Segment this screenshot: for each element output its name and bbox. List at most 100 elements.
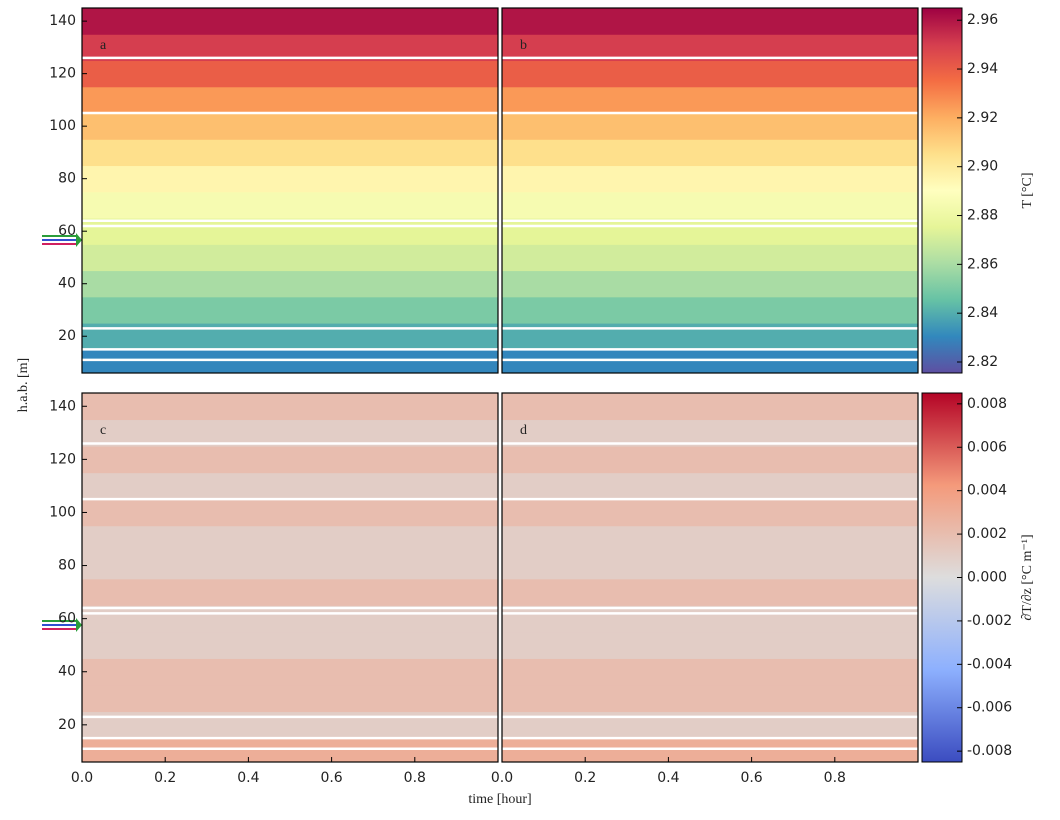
colorbar-tick-label: 2.86 <box>967 256 998 272</box>
heat-row <box>82 605 498 633</box>
heat-row <box>502 552 918 580</box>
panel-label: c <box>100 423 106 438</box>
heat-row <box>502 393 918 421</box>
heat-row <box>502 525 918 553</box>
heat-row <box>502 191 918 219</box>
heat-row <box>82 139 498 167</box>
colorbar-tick-label: 2.84 <box>967 305 998 321</box>
x-tick-label: 0.2 <box>154 770 176 786</box>
colorbar-tick-label: 2.88 <box>967 208 998 224</box>
x-tick-label: 0.8 <box>404 770 426 786</box>
heat-row <box>502 34 918 62</box>
x-tick-label: 0.8 <box>824 770 846 786</box>
x-tick-label: 0.4 <box>237 770 259 786</box>
colorbar-tick-label: 0.008 <box>967 396 1007 412</box>
y-tick-label: 140 <box>49 13 76 29</box>
heat-row <box>82 525 498 553</box>
heat-row <box>502 631 918 659</box>
colorbar-tick-label: 0.006 <box>967 439 1007 455</box>
heat-row <box>502 139 918 167</box>
heat-row <box>82 296 498 324</box>
heatmap-panel <box>82 8 498 373</box>
heat-row <box>82 8 498 35</box>
heat-row <box>82 738 498 762</box>
heat-row <box>82 419 498 447</box>
heat-row <box>502 578 918 606</box>
x-tick-label: 0.4 <box>657 770 679 786</box>
heat-row <box>82 393 498 421</box>
y-tick-label: 100 <box>49 504 76 520</box>
heat-row <box>82 472 498 500</box>
heat-row <box>502 60 918 88</box>
y-tick-label: 60 <box>58 611 76 627</box>
colorbar-tick-label: 2.82 <box>967 354 998 370</box>
heat-row <box>82 631 498 659</box>
heat-row <box>502 113 918 140</box>
heat-row <box>82 60 498 88</box>
colorbar-tick-label: -0.006 <box>967 700 1012 716</box>
y-tick-label: 60 <box>58 223 76 239</box>
colorbar-tick-label: 0.000 <box>967 570 1007 586</box>
panel-frame <box>81 392 499 763</box>
colorbar-tick-label: -0.004 <box>967 656 1012 672</box>
heat-row <box>82 218 498 245</box>
heat-row <box>502 685 918 713</box>
heat-row <box>502 499 918 527</box>
heat-row <box>82 349 498 373</box>
y-axis-label: h.a.b. [m] <box>16 358 31 412</box>
x-tick-label: 0.6 <box>320 770 342 786</box>
colorbar-tick-label: 0.002 <box>967 526 1007 542</box>
x-tick-label: 0.6 <box>740 770 762 786</box>
colorbar <box>921 7 963 374</box>
heat-row <box>82 446 498 474</box>
y-tick-label: 120 <box>49 66 76 82</box>
y-tick-label: 20 <box>58 328 76 344</box>
panel-label: d <box>520 423 527 438</box>
heat-row <box>82 34 498 62</box>
heat-row <box>502 446 918 474</box>
heat-row <box>82 711 498 739</box>
heat-row <box>82 658 498 686</box>
heat-row <box>502 711 918 739</box>
x-tick-label: 0.0 <box>491 770 513 786</box>
colorbar-label: T [°C] <box>1020 172 1035 208</box>
colorbar-tick-label: -0.002 <box>967 613 1012 629</box>
panel-label: a <box>100 38 107 53</box>
heat-row <box>82 244 498 272</box>
y-tick-label: 40 <box>58 664 76 680</box>
heat-row <box>502 349 918 373</box>
heat-row <box>502 296 918 324</box>
heat-row <box>82 113 498 140</box>
heat-row <box>82 191 498 219</box>
heat-row <box>502 472 918 500</box>
y-tick-label: 140 <box>49 398 76 414</box>
panel-frame <box>501 392 919 763</box>
y-tick-label: 80 <box>58 171 76 187</box>
heat-row <box>502 244 918 272</box>
colorbar-tick-label: 2.90 <box>967 159 998 175</box>
colorbar-tick-label: 2.92 <box>967 110 998 126</box>
heat-row <box>82 165 498 193</box>
heat-row <box>502 658 918 686</box>
heat-row <box>502 165 918 193</box>
y-tick-label: 20 <box>58 717 76 733</box>
colorbar-tick-label: 0.004 <box>967 483 1007 499</box>
panel-label: b <box>520 38 527 53</box>
heat-row <box>82 499 498 527</box>
panel-frame <box>81 7 499 374</box>
x-axis-label: time [hour] <box>468 792 531 807</box>
heat-row <box>502 8 918 35</box>
colorbar-label: ∂T/∂z [°C m⁻¹] <box>1020 534 1035 620</box>
heat-row <box>82 578 498 606</box>
heat-row <box>82 685 498 713</box>
colorbar-tick-label: 2.96 <box>967 12 998 28</box>
heat-row <box>502 218 918 245</box>
panel-frame <box>501 7 919 374</box>
heat-row <box>502 419 918 447</box>
y-tick-label: 100 <box>49 118 76 134</box>
heatmap-panel <box>502 8 918 373</box>
y-tick-label: 40 <box>58 276 76 292</box>
heat-row <box>82 86 498 114</box>
colorbar <box>921 392 963 763</box>
